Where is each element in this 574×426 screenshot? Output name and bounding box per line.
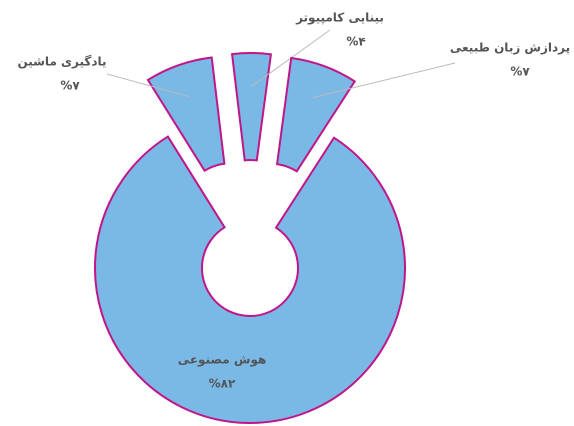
slice-label: بینایی کامپیوتر (295, 11, 384, 26)
leader-line (312, 62, 456, 99)
donut-slice (146, 56, 226, 173)
slice-label: هوش مصنوعی (178, 353, 267, 368)
leader-line (106, 73, 190, 98)
donut-slice (230, 52, 273, 162)
slice-value-label: %۷ (60, 79, 80, 93)
slice-value-label: %۴ (346, 35, 365, 49)
donut-slice (275, 56, 357, 173)
slice-value-label: %۸۲ (209, 377, 236, 391)
slice-value-label: %۷ (510, 65, 530, 79)
slice-label: پردازش زبان طبیعی (450, 41, 570, 55)
donut-slice (94, 135, 406, 424)
slice-label: یادگیری ماشین (17, 55, 106, 69)
